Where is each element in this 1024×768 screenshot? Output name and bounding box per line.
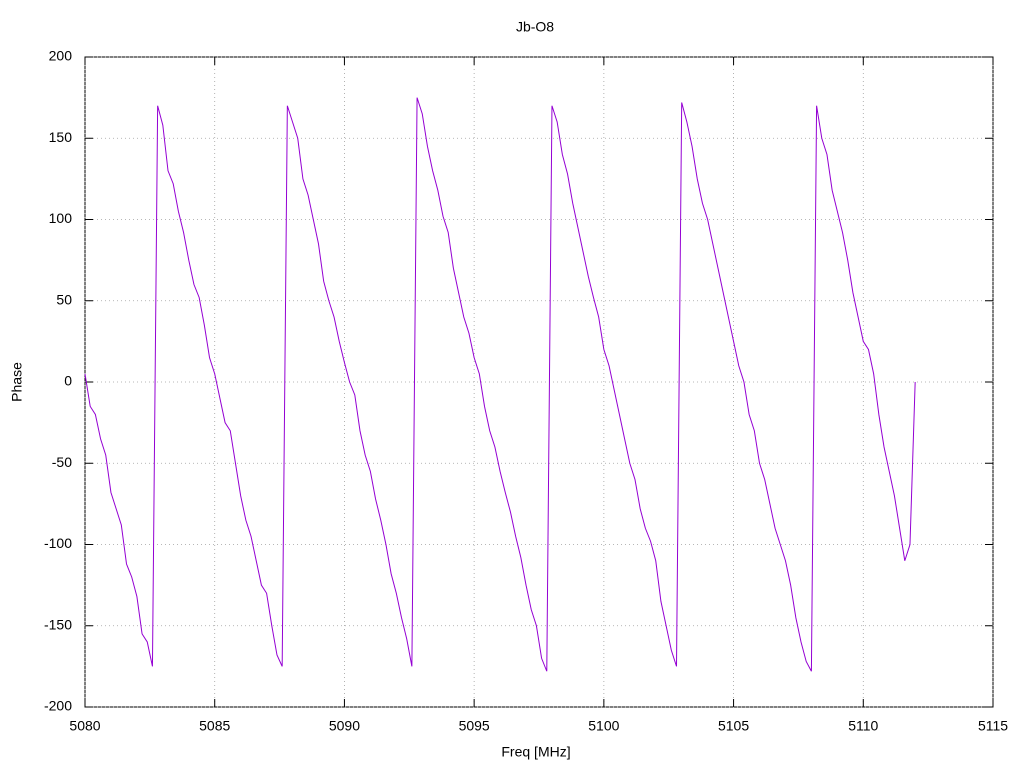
- y-tick-label: 150: [49, 129, 73, 145]
- y-tick-label: 50: [56, 291, 72, 307]
- x-tick-label: 5115: [978, 718, 1008, 734]
- x-tick-label: 5085: [199, 718, 230, 734]
- x-axis-label: Freq [MHz]: [501, 744, 570, 760]
- y-tick-label: 0: [64, 373, 72, 389]
- chart-title: Jb-O8: [516, 19, 554, 35]
- y-axis-label: Phase: [9, 362, 25, 402]
- x-tick-label: 5105: [718, 718, 749, 734]
- y-tick-label: -150: [44, 616, 72, 632]
- y-tick-label: 200: [49, 48, 73, 64]
- data-line: [84, 97, 916, 672]
- y-tick-label: -200: [44, 698, 72, 714]
- y-tick-label: 100: [49, 210, 73, 226]
- x-tick-label: 5110: [848, 718, 878, 734]
- y-tick-label: -100: [44, 535, 72, 551]
- y-tick-label: -50: [52, 454, 72, 470]
- x-tick-label: 5095: [459, 718, 490, 734]
- x-tick-label: 5100: [588, 718, 619, 734]
- x-tick-label: 5080: [69, 718, 100, 734]
- x-tick-label: 5090: [329, 718, 360, 734]
